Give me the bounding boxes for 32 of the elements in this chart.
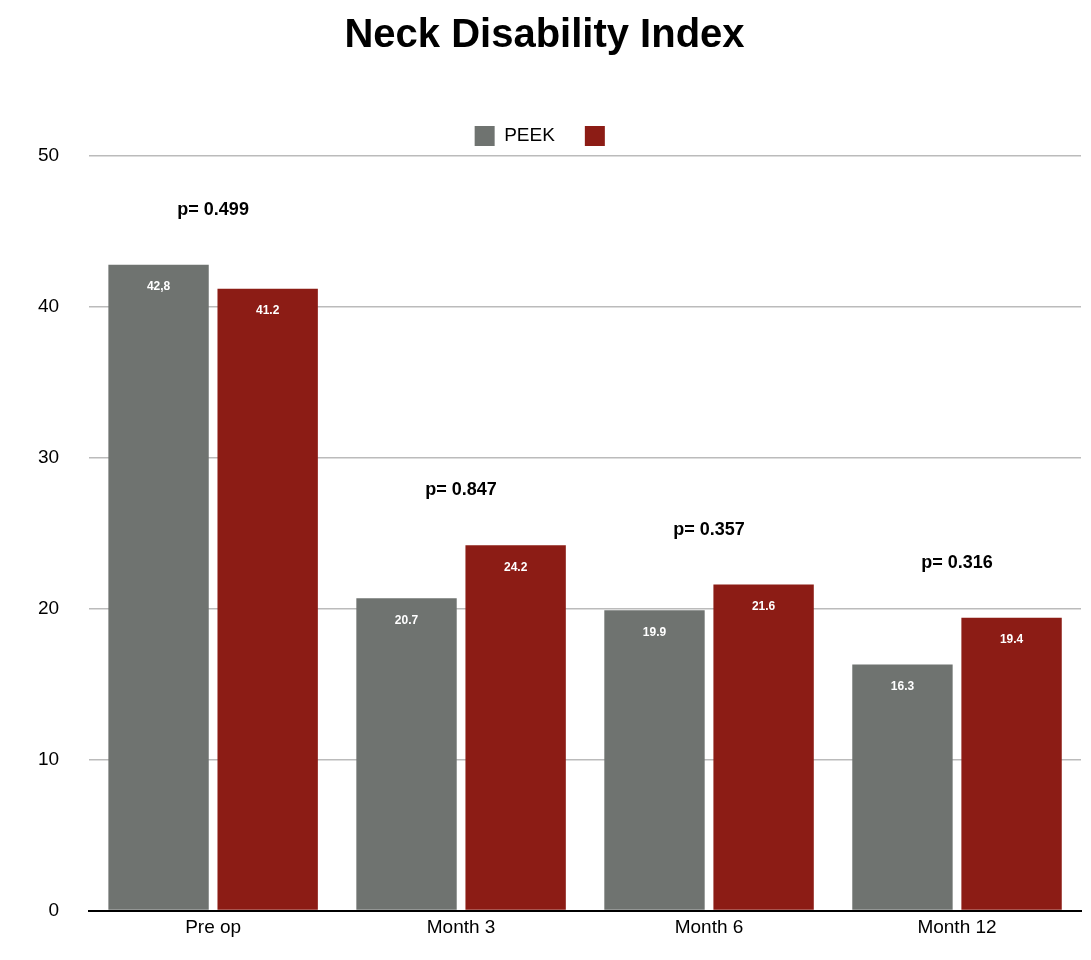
x-tick-label: Month 3: [426, 916, 496, 938]
annotation: p= 0.316: [921, 551, 993, 572]
y-tick-label: 0: [48, 898, 60, 920]
y-tick-label: 10: [37, 747, 60, 769]
data-label: 42,8: [146, 278, 171, 293]
bar: [713, 584, 814, 910]
data-label: 20.7: [394, 612, 419, 627]
annotation: p= 0.357: [673, 518, 745, 539]
bar: [217, 288, 318, 910]
y-tick-label: 40: [37, 295, 60, 317]
bar: [961, 617, 1062, 910]
y-tick-label: 50: [37, 144, 60, 166]
data-label: 16.3: [890, 678, 915, 693]
data-label: 21.6: [751, 598, 776, 613]
legend-label: PEEK: [504, 124, 556, 146]
data-label: 19.9: [642, 624, 667, 639]
annotation: p= 0.847: [425, 479, 497, 500]
bar: [852, 664, 953, 910]
chart-title: Neck Disability Index: [344, 11, 745, 56]
data-label: 19.4: [999, 632, 1024, 647]
bar: [604, 610, 705, 910]
x-tick-label: Month 12: [917, 916, 997, 938]
x-tick-label: Month 6: [674, 916, 744, 938]
y-tick-label: 20: [37, 596, 60, 618]
bar: [465, 545, 566, 910]
data-label: 24.2: [503, 559, 528, 574]
annotation: p= 0.499: [177, 198, 249, 219]
x-tick-label: Pre op: [185, 916, 242, 938]
y-tick-label: 30: [37, 446, 60, 468]
bar: [108, 264, 209, 910]
data-label: 41.2: [255, 303, 280, 318]
bar: [356, 598, 457, 910]
